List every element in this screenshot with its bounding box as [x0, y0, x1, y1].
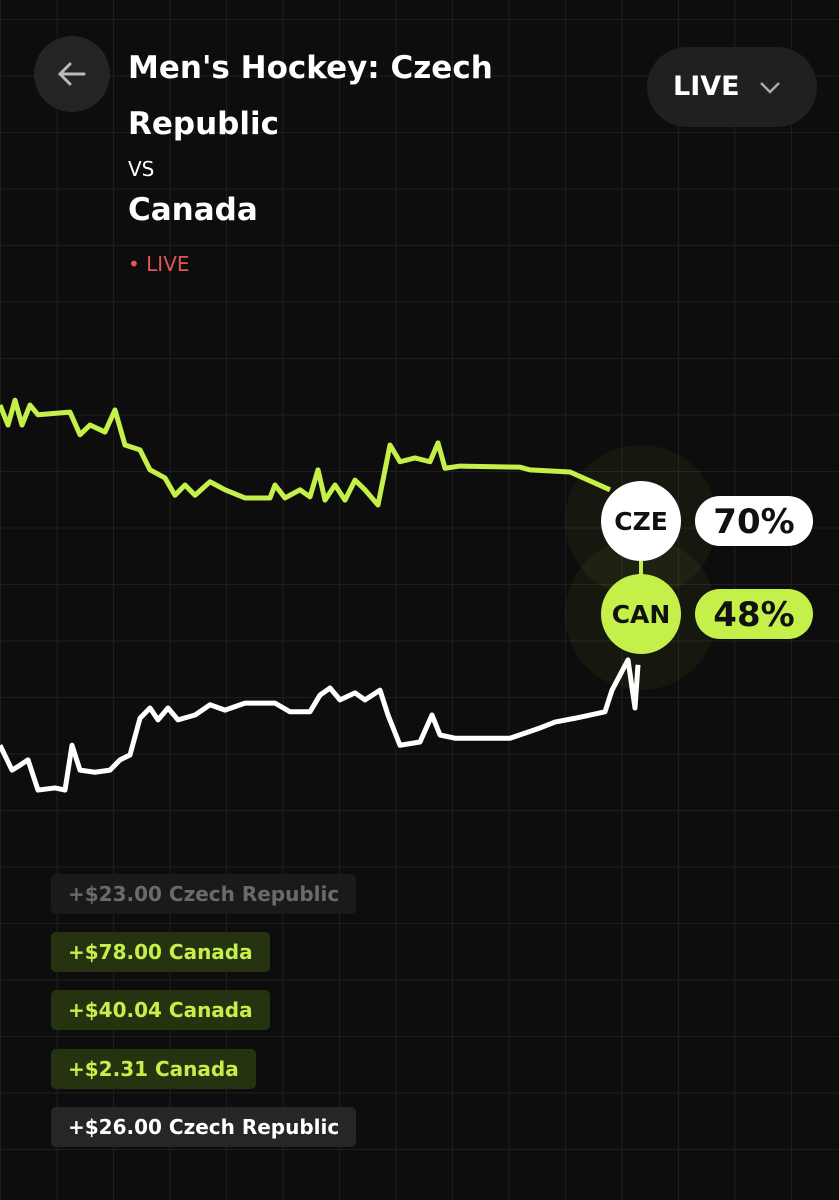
feed-item: +$23.00 Czech Republic [51, 874, 357, 914]
percent-label: 70% [713, 502, 794, 542]
percent-pill [695, 589, 813, 639]
percent-pill [695, 496, 813, 546]
vs: VS [128, 157, 155, 181]
feed-item: +$26.00 Czech Republic [51, 1107, 357, 1147]
title: Men's Hockey: Czech Republic [128, 50, 493, 142]
mode-dropdown[interactable]: LIVE [647, 47, 817, 127]
team-badge [601, 574, 681, 654]
team-code: CZE [614, 507, 668, 536]
status-text: LIVE [146, 252, 190, 276]
team-code: CAN [612, 600, 671, 629]
percent-label: 48% [713, 595, 794, 635]
back-button[interactable] [34, 36, 110, 112]
feed-item: +$2.31 Canada [51, 1049, 256, 1089]
live-status: • LIVE [128, 252, 190, 276]
feed-item: +$40.04 Canada [51, 990, 270, 1030]
series-line [0, 657, 641, 793]
series-line [0, 397, 612, 508]
chart: CZE 70% CAN 48% [0, 397, 813, 793]
feed-item: +$78.00 Canada [51, 932, 270, 972]
chevron [760, 82, 780, 94]
opponent: Canada [128, 192, 258, 228]
dropdown-label: LIVE [673, 71, 740, 102]
team-badge [601, 481, 681, 561]
back-icon [57, 62, 86, 86]
